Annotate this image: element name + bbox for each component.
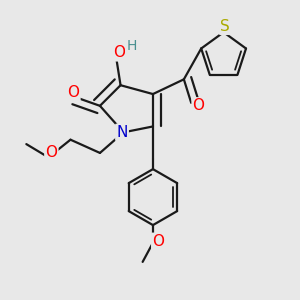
Text: S: S xyxy=(220,19,230,34)
Text: O: O xyxy=(68,85,80,100)
Text: H: H xyxy=(126,39,136,53)
Text: O: O xyxy=(152,234,164,249)
Text: O: O xyxy=(113,45,125,60)
Text: O: O xyxy=(45,146,57,160)
Text: O: O xyxy=(193,98,205,113)
Text: N: N xyxy=(116,125,128,140)
